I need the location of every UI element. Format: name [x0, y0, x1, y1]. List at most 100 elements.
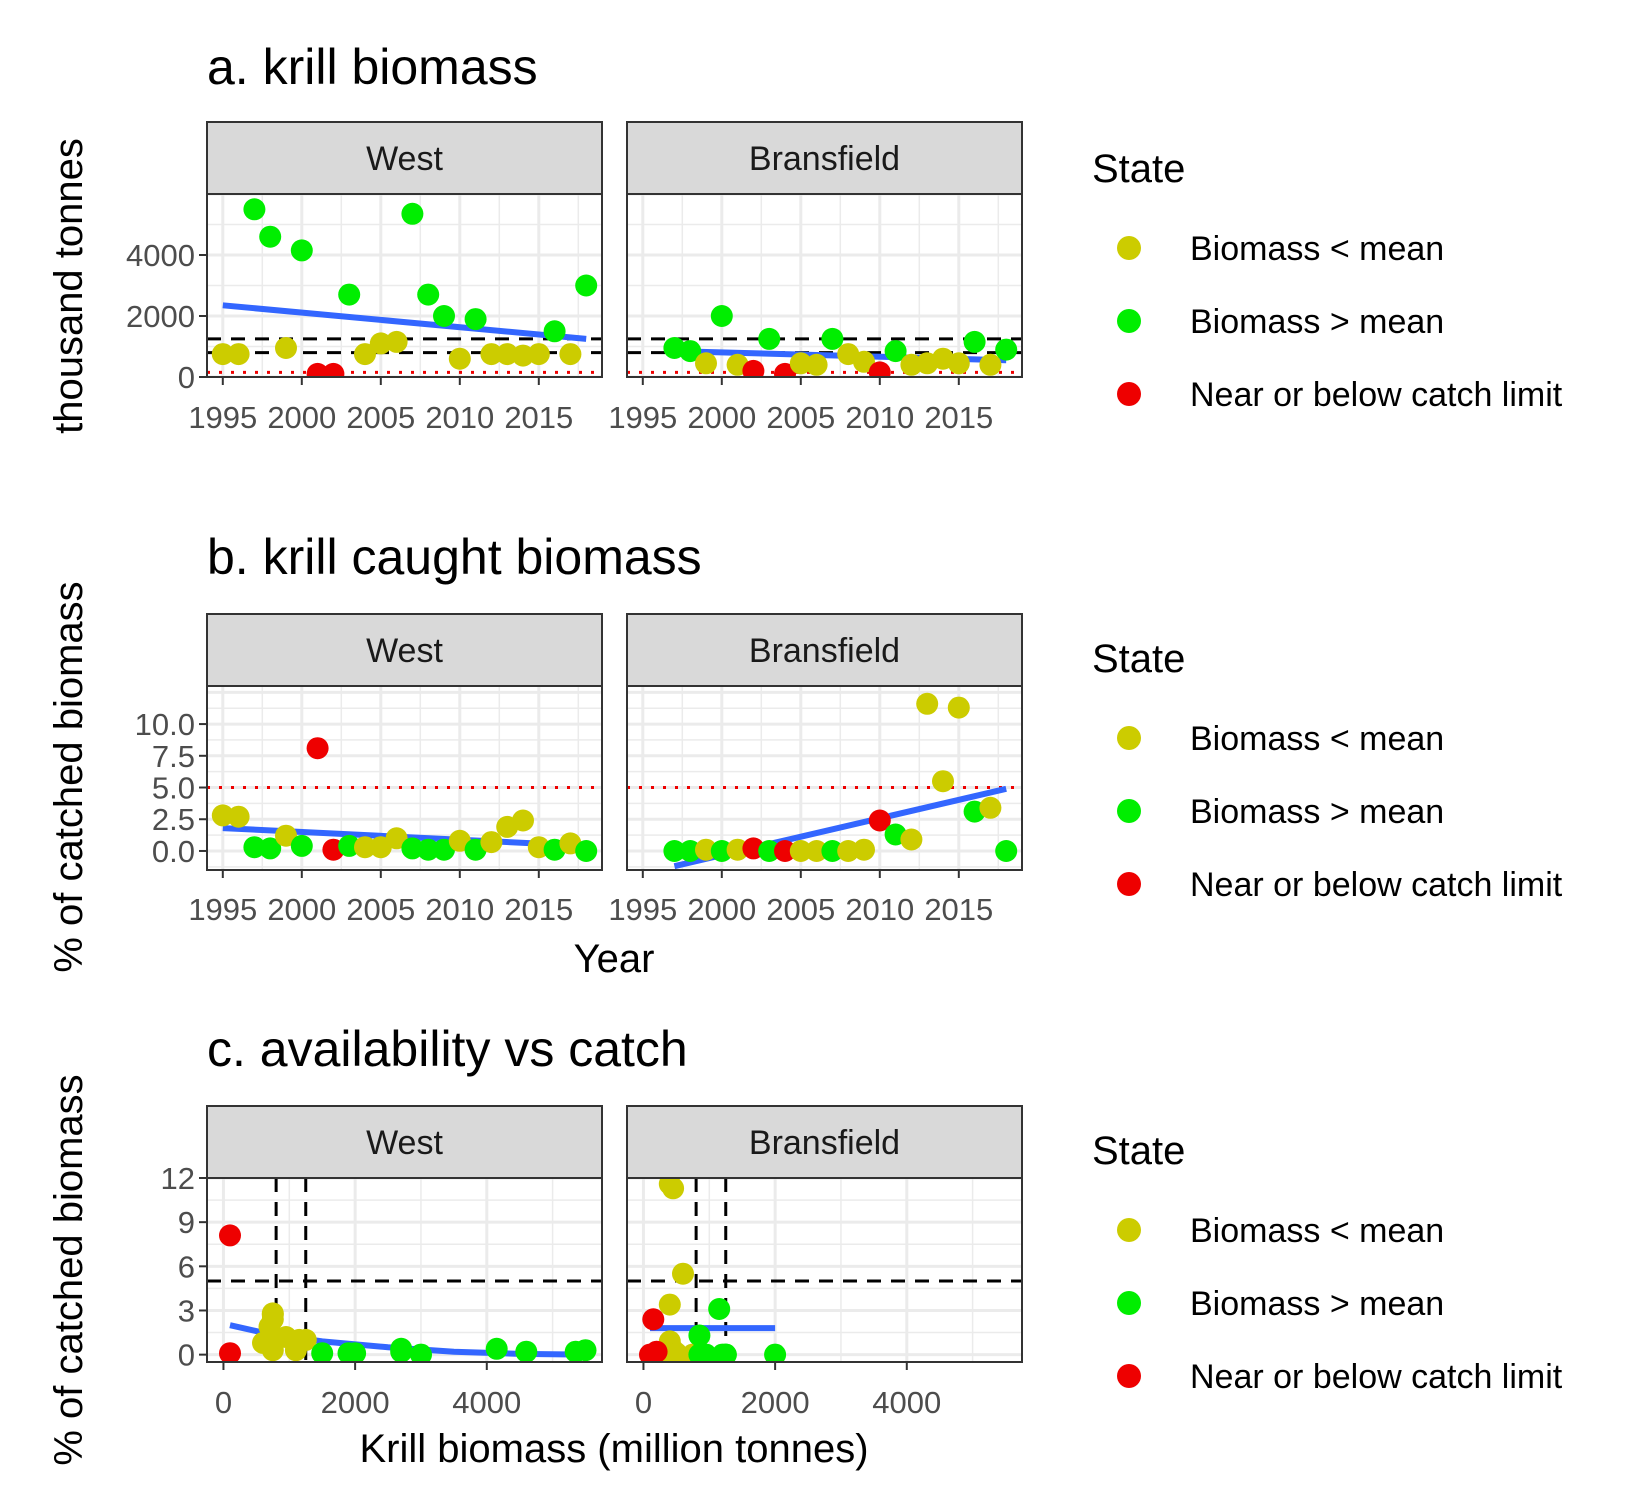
x-tick-label: 1995 [188, 400, 257, 435]
data-point [764, 1343, 787, 1362]
x-tick-label: 2015 [504, 892, 573, 927]
data-point [679, 840, 702, 862]
y-tick-label: 6 [178, 1249, 195, 1284]
data-point [211, 804, 234, 827]
data-point [294, 1328, 317, 1351]
legend-label-below: Biomass < mean [1190, 230, 1444, 268]
x-axis-label: Year [574, 937, 655, 981]
x-tick-label: 2005 [346, 892, 415, 927]
facet-bransfield: Bransfield 0 2000 4000 [626, 1105, 1023, 1420]
data-point [261, 1334, 284, 1357]
data-point [853, 838, 875, 861]
data-point [306, 737, 329, 760]
data-point [259, 837, 282, 860]
data-point [884, 340, 907, 363]
data-point [979, 796, 1002, 819]
data-point [354, 343, 376, 366]
panel-border [206, 193, 603, 378]
data-point [853, 350, 875, 373]
data-point [789, 352, 812, 375]
legend-c: State Biomass < mean Biomass > mean Near or… [1092, 1129, 1563, 1396]
x-tick-label: 4000 [872, 1385, 941, 1420]
x-tick-label: 2015 [924, 892, 993, 927]
facet-bransfield: Bransfield 1995 2000 2005 2010 2015 [608, 613, 1023, 927]
data-point [916, 692, 939, 715]
facet-label: Bransfield [749, 1124, 900, 1162]
facet-strip [206, 121, 603, 195]
data-point [758, 327, 781, 350]
y-tick-label: 0 [178, 360, 195, 395]
data-point [900, 828, 923, 851]
data-point [385, 330, 408, 353]
legend-title: State [1092, 1129, 1185, 1173]
data-point [515, 1340, 538, 1362]
data-point [868, 361, 891, 377]
panel-title: c. availability vs catch [207, 1021, 688, 1077]
data-point [344, 1342, 367, 1362]
data-point [512, 809, 534, 832]
data-point [227, 343, 250, 366]
facet-strip [626, 121, 1023, 195]
data-point [837, 840, 860, 862]
legend-key-above [1117, 1291, 1141, 1315]
legend-key-below [1117, 1218, 1141, 1242]
panel-border [626, 685, 1023, 871]
data-point [338, 834, 361, 857]
data-point [688, 1324, 711, 1347]
data-point [947, 352, 970, 375]
data-point [385, 827, 408, 850]
y-tick-label: 12 [161, 1161, 195, 1196]
y-axis-label: % of catched biomass [47, 581, 91, 972]
legend-key-limit [1117, 382, 1141, 406]
legend-label-below: Biomass < mean [1190, 1212, 1444, 1250]
data-point [663, 840, 686, 862]
facet-label: Bransfield [749, 632, 900, 670]
data-point [261, 1308, 284, 1331]
panel-border [626, 193, 1023, 378]
y-axis-label: thousand tonnes [47, 138, 91, 434]
data-point [354, 836, 376, 859]
data-point [711, 1343, 734, 1362]
x-tick-label: 2000 [687, 400, 756, 435]
panel-b: b. krill caught biomass % of catched biom… [47, 529, 1023, 981]
data-point [211, 343, 234, 366]
data-point [742, 359, 765, 377]
plot-area [627, 194, 1022, 377]
data-point [369, 332, 392, 355]
x-axis-label: Krill biomass (million tonnes) [359, 1427, 868, 1471]
data-point [311, 1342, 334, 1362]
y-tick-label: 0.0 [152, 834, 195, 869]
legend-title: State [1092, 147, 1185, 191]
y-tick-label: 10.0 [135, 707, 195, 742]
data-point [821, 327, 844, 350]
x-tick-label: 0 [635, 1385, 652, 1420]
data-point [275, 824, 297, 847]
data-point [219, 1342, 241, 1362]
data-point [932, 770, 954, 793]
facet-label: Bransfield [749, 140, 900, 178]
data-point [821, 840, 844, 862]
x-tick-label: 4000 [452, 1385, 521, 1420]
data-point [219, 1224, 241, 1247]
legend-a: State Biomass < mean Biomass > mean Near or… [1092, 147, 1563, 414]
y-tick-label: 3 [178, 1293, 195, 1328]
legend-key-above [1117, 309, 1141, 333]
data-point [322, 362, 345, 377]
data-point [900, 353, 923, 376]
plot-area [207, 194, 602, 377]
data-point [243, 836, 266, 859]
legend-key-limit [1117, 872, 1141, 896]
data-point [575, 274, 598, 297]
data-point [708, 1298, 731, 1320]
x-tick-label: 2000 [267, 892, 336, 927]
x-tick-label: 1995 [188, 892, 257, 927]
data-point [417, 838, 440, 861]
x-tick-label: 2015 [924, 400, 993, 435]
data-point [868, 809, 891, 832]
data-point [559, 343, 582, 366]
data-point [658, 1293, 681, 1316]
data-point [995, 338, 1018, 361]
x-tick-label: 2005 [766, 892, 835, 927]
x-tick-label: 2010 [425, 892, 494, 927]
